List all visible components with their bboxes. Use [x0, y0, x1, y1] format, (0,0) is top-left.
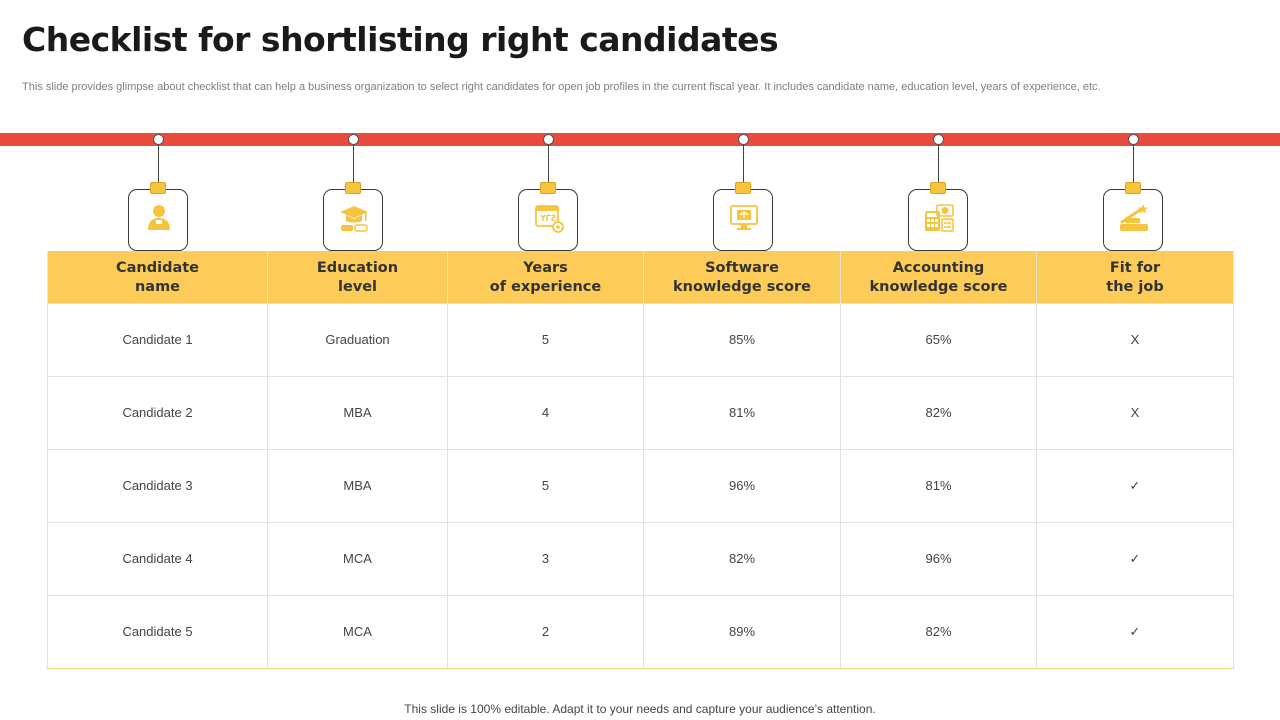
- cell-software-score: 89%: [643, 594, 841, 669]
- cell-candidate-name: Candidate 3: [47, 448, 268, 523]
- cell-accounting-score: 82%: [840, 375, 1037, 450]
- cell-education-level: MCA: [267, 521, 448, 596]
- cell-education-level: MBA: [267, 375, 448, 450]
- header-accounting-score: Accounting knowledge score: [840, 251, 1037, 303]
- cell-candidate-name: Candidate 5: [47, 594, 268, 669]
- table-row: Candidate 1 Graduation 5 85% 65% X: [47, 302, 1234, 377]
- candidate-checklist-table: Candidate name Education level Years of exp…: [47, 251, 1234, 669]
- clip: [930, 182, 946, 194]
- table-header-row: Candidate name Education level Years of exp…: [47, 251, 1234, 303]
- cell-years-experience: 5: [447, 448, 644, 523]
- cell-fit-for-job: ✓: [1036, 594, 1234, 669]
- cell-years-experience: 5: [447, 302, 644, 377]
- fit-job-icon: [1120, 204, 1148, 231]
- page-title: Checklist for shortlisting right candida…: [22, 20, 779, 59]
- string: [742, 145, 744, 182]
- cell-fit-for-job: ✓: [1036, 521, 1234, 596]
- cell-accounting-score: 82%: [840, 594, 1037, 669]
- icon-card: [128, 189, 188, 251]
- cell-years-experience: 2: [447, 594, 644, 669]
- clip: [540, 182, 556, 194]
- cell-education-level: MBA: [267, 448, 448, 523]
- cell-education-level: Graduation: [267, 302, 448, 377]
- accounting-calculator-icon: [925, 204, 954, 232]
- footer-note: This slide is 100% editable. Adapt it to…: [404, 702, 876, 716]
- header-years-experience: Years of experience: [447, 251, 644, 303]
- software-monitor-icon: [730, 205, 758, 230]
- clip: [345, 182, 361, 194]
- cell-software-score: 82%: [643, 521, 841, 596]
- string: [352, 145, 354, 182]
- header-fit-for-job: Fit for the job: [1036, 251, 1234, 303]
- hanger-education: [323, 133, 383, 253]
- string: [547, 145, 549, 182]
- string: [937, 145, 939, 182]
- cell-candidate-name: Candidate 1: [47, 302, 268, 377]
- page-subtitle: This slide provides glimpse about checkl…: [22, 81, 1101, 93]
- cell-fit-for-job: X: [1036, 302, 1234, 377]
- hanger-fit: [1103, 133, 1163, 253]
- hanger-accounting: [908, 133, 968, 253]
- cell-years-experience: 3: [447, 521, 644, 596]
- cell-candidate-name: Candidate 2: [47, 375, 268, 450]
- cell-accounting-score: 96%: [840, 521, 1037, 596]
- icon-card: [323, 189, 383, 251]
- pin: [152, 134, 164, 145]
- cell-software-score: 96%: [643, 448, 841, 523]
- cell-fit-for-job: ✓: [1036, 448, 1234, 523]
- hanger-candidate-name: [128, 133, 188, 253]
- cell-candidate-name: Candidate 4: [47, 521, 268, 596]
- pin: [542, 134, 554, 145]
- cell-accounting-score: 81%: [840, 448, 1037, 523]
- clip: [735, 182, 751, 194]
- header-software-score: Software knowledge score: [643, 251, 841, 303]
- clip: [150, 182, 166, 194]
- pin: [932, 134, 944, 145]
- clip: [1125, 182, 1141, 194]
- pin: [737, 134, 749, 145]
- table-row: Candidate 5 MCA 2 89% 82% ✓: [47, 594, 1234, 669]
- user-icon: [148, 205, 170, 230]
- string: [1132, 145, 1134, 182]
- hanger-years: [518, 133, 578, 253]
- icon-card: [713, 189, 773, 251]
- icon-card: [908, 189, 968, 251]
- timeline-bar: [0, 133, 1280, 146]
- cell-software-score: 81%: [643, 375, 841, 450]
- table-row: Candidate 2 MBA 4 81% 82% X: [47, 375, 1234, 450]
- string: [157, 145, 159, 182]
- cell-education-level: MCA: [267, 594, 448, 669]
- cell-software-score: 85%: [643, 302, 841, 377]
- calendar-years-icon: [535, 205, 564, 233]
- icon-card: [1103, 189, 1163, 251]
- hanger-software: [713, 133, 773, 253]
- table-row: Candidate 3 MBA 5 96% 81% ✓: [47, 448, 1234, 523]
- graduation-cap-icon: [340, 206, 368, 232]
- header-education-level: Education level: [267, 251, 448, 303]
- cell-fit-for-job: X: [1036, 375, 1234, 450]
- cell-accounting-score: 65%: [840, 302, 1037, 377]
- header-candidate-name: Candidate name: [47, 251, 268, 303]
- pin: [1127, 134, 1139, 145]
- cell-years-experience: 4: [447, 375, 644, 450]
- table-row: Candidate 4 MCA 3 82% 96% ✓: [47, 521, 1234, 596]
- icon-card: [518, 189, 578, 251]
- pin: [347, 134, 359, 145]
